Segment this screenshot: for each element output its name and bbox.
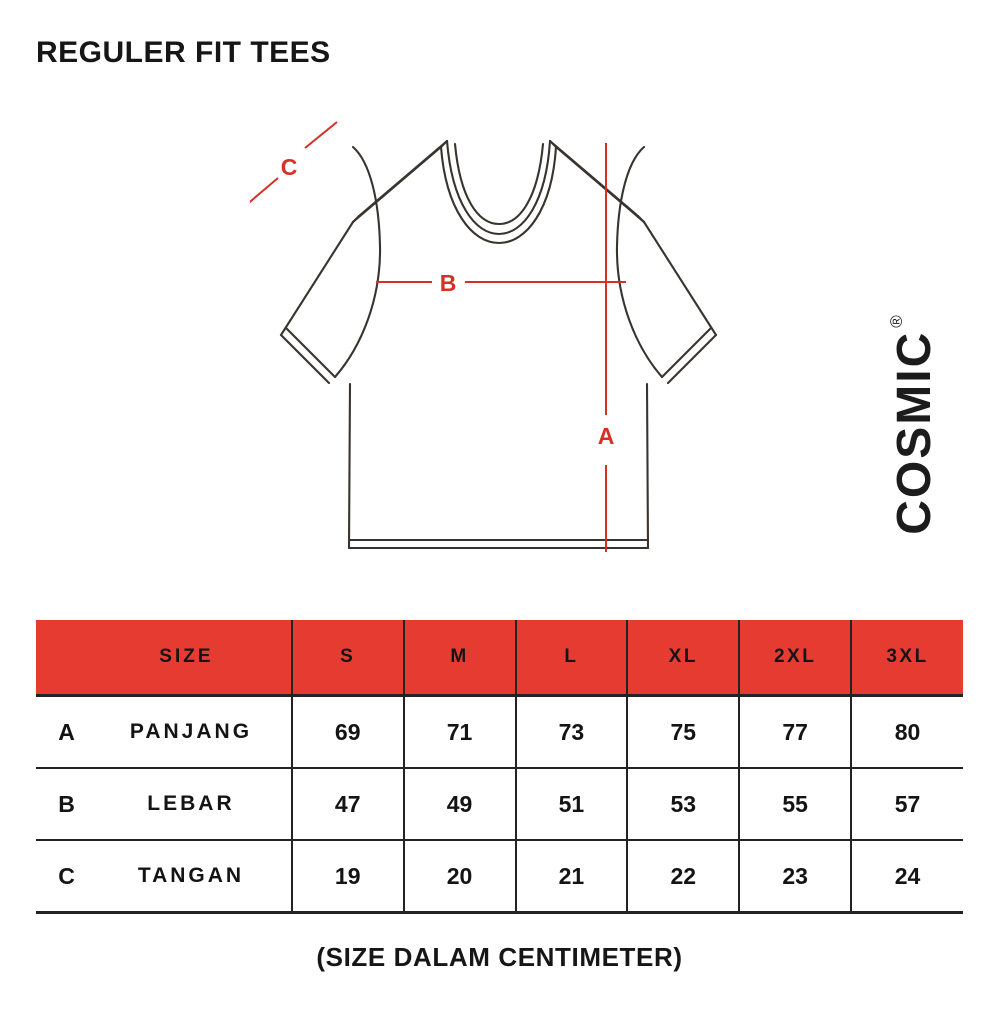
cell-b-s: 47 [291, 768, 405, 841]
cell-a-3xl: 80 [851, 695, 963, 769]
cell-a-s: 69 [291, 695, 405, 769]
row-label-lebar: LEBAR [97, 768, 293, 841]
table-header-row: SIZE S M L XL 2XL 3XL [36, 620, 963, 697]
cell-b-2xl: 55 [739, 768, 853, 841]
cell-b-xl: 53 [627, 768, 741, 841]
column-header-l: L [515, 620, 629, 697]
tshirt-diagram: A B C [250, 100, 750, 570]
brand-name: COSMIC [888, 330, 941, 535]
column-header-s: S [291, 620, 405, 697]
measurement-label-c: C [281, 154, 298, 180]
row-label-panjang: PANJANG [97, 695, 293, 769]
cell-a-xl: 75 [627, 695, 741, 769]
cell-c-l: 21 [515, 840, 629, 914]
size-table: SIZE S M L XL 2XL 3XL A PANJANG 69 71 73… [36, 620, 963, 914]
column-header-size: SIZE [36, 620, 293, 697]
registered-trademark-icon: ® [887, 315, 906, 328]
cell-b-m: 49 [403, 768, 517, 841]
table-row: B LEBAR 47 49 51 53 55 57 [36, 768, 963, 841]
page-title: REGULER FIT TEES [36, 36, 331, 69]
cell-a-m: 71 [403, 695, 517, 769]
cell-b-l: 51 [515, 768, 629, 841]
column-header-2xl: 2XL [739, 620, 853, 697]
tshirt-outline [279, 139, 718, 550]
cell-c-2xl: 23 [739, 840, 853, 914]
cell-b-3xl: 57 [851, 768, 963, 841]
column-header-xl: XL [627, 620, 741, 697]
measurement-line-c [250, 121, 338, 204]
cell-c-3xl: 24 [851, 840, 963, 914]
cell-c-xl: 22 [627, 840, 741, 914]
cell-c-m: 20 [403, 840, 517, 914]
row-code-b: B [36, 768, 98, 841]
cell-a-l: 73 [515, 695, 629, 769]
cell-a-2xl: 77 [739, 695, 853, 769]
row-label-tangan: TANGAN [97, 840, 293, 914]
column-header-m: M [403, 620, 517, 697]
cell-c-s: 19 [291, 840, 405, 914]
table-row: A PANJANG 69 71 73 75 77 80 [36, 695, 963, 769]
column-header-3xl: 3XL [851, 620, 963, 697]
table-row: C TANGAN 19 20 21 22 23 24 [36, 840, 963, 914]
row-code-a: A [36, 695, 98, 769]
size-table-container: SIZE S M L XL 2XL 3XL A PANJANG 69 71 73… [36, 620, 963, 914]
row-code-c: C [36, 840, 98, 914]
measurement-label-a: A [598, 423, 615, 449]
measurement-label-b: B [440, 270, 457, 296]
unit-note: (SIZE DALAM CENTIMETER) [316, 942, 683, 972]
brand-logo: COSMIC ® [860, 300, 970, 550]
